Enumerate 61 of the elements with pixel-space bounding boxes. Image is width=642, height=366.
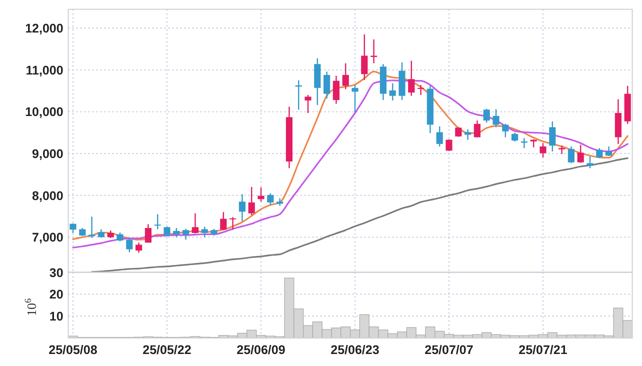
x-tick-label: 25/06/23 xyxy=(330,343,380,357)
y-tick-label: 8,000 xyxy=(32,188,64,203)
y-tick-label: 20 xyxy=(49,288,64,302)
candlestick xyxy=(464,128,472,140)
candlestick xyxy=(173,227,180,238)
candlestick xyxy=(192,212,198,234)
candlestick xyxy=(596,148,603,159)
candlestick xyxy=(182,228,190,240)
candlestick xyxy=(502,123,509,138)
candlestick xyxy=(154,214,161,230)
y-tick-label: 9,000 xyxy=(32,147,64,162)
candlestick xyxy=(455,126,462,138)
candlestick xyxy=(230,216,236,230)
candlestick xyxy=(88,216,96,239)
candlestick xyxy=(577,144,584,164)
candlestick xyxy=(492,108,500,128)
x-tick-label: 25/07/21 xyxy=(518,343,568,357)
candlestick xyxy=(586,156,594,169)
candlestick xyxy=(436,126,443,148)
line-series xyxy=(91,157,628,272)
candlestick xyxy=(238,194,246,222)
candlestick xyxy=(304,94,312,114)
candlestick xyxy=(70,222,76,234)
candlestick xyxy=(446,138,452,152)
candlestick xyxy=(568,146,574,164)
candlestick xyxy=(474,120,480,138)
y-tick-label: 11,000 xyxy=(26,63,64,78)
x-tick-label: 25/05/08 xyxy=(48,343,98,357)
candlestick xyxy=(164,226,170,237)
y-tick-label: 7,000 xyxy=(32,230,64,245)
candlestick xyxy=(332,75,340,104)
x-tick-label: 25/07/07 xyxy=(424,343,474,357)
candlestick xyxy=(408,60,415,96)
candlestick xyxy=(389,82,396,102)
candlestick xyxy=(606,146,612,157)
candlestick xyxy=(549,120,556,152)
candlestick xyxy=(418,84,424,96)
y-tick-label: 12,000 xyxy=(25,22,64,36)
candlestick xyxy=(558,145,566,155)
candlestick xyxy=(324,71,330,99)
candlestick xyxy=(276,198,284,206)
y-tick-label: 10,000 xyxy=(25,105,64,120)
candlestick xyxy=(314,58,321,106)
candlestick xyxy=(370,38,378,64)
candlestick xyxy=(144,224,152,244)
x-tick-label: 25/06/09 xyxy=(236,343,286,357)
candlestick xyxy=(540,142,546,158)
y-tick-label: 30 xyxy=(49,266,64,280)
x-tick-label: 25/05/22 xyxy=(142,343,192,357)
candlestick xyxy=(361,34,368,81)
candlestick xyxy=(136,242,142,254)
y-tick-label: 10 xyxy=(49,310,64,324)
candlestick xyxy=(267,192,274,206)
candlestick xyxy=(220,211,227,231)
candlestick xyxy=(248,186,255,216)
candlestick xyxy=(126,238,133,253)
candlestick xyxy=(342,62,349,90)
candlestick xyxy=(258,186,264,202)
candlestick xyxy=(352,84,358,114)
candlestick xyxy=(483,108,490,124)
candlestick xyxy=(201,226,208,238)
